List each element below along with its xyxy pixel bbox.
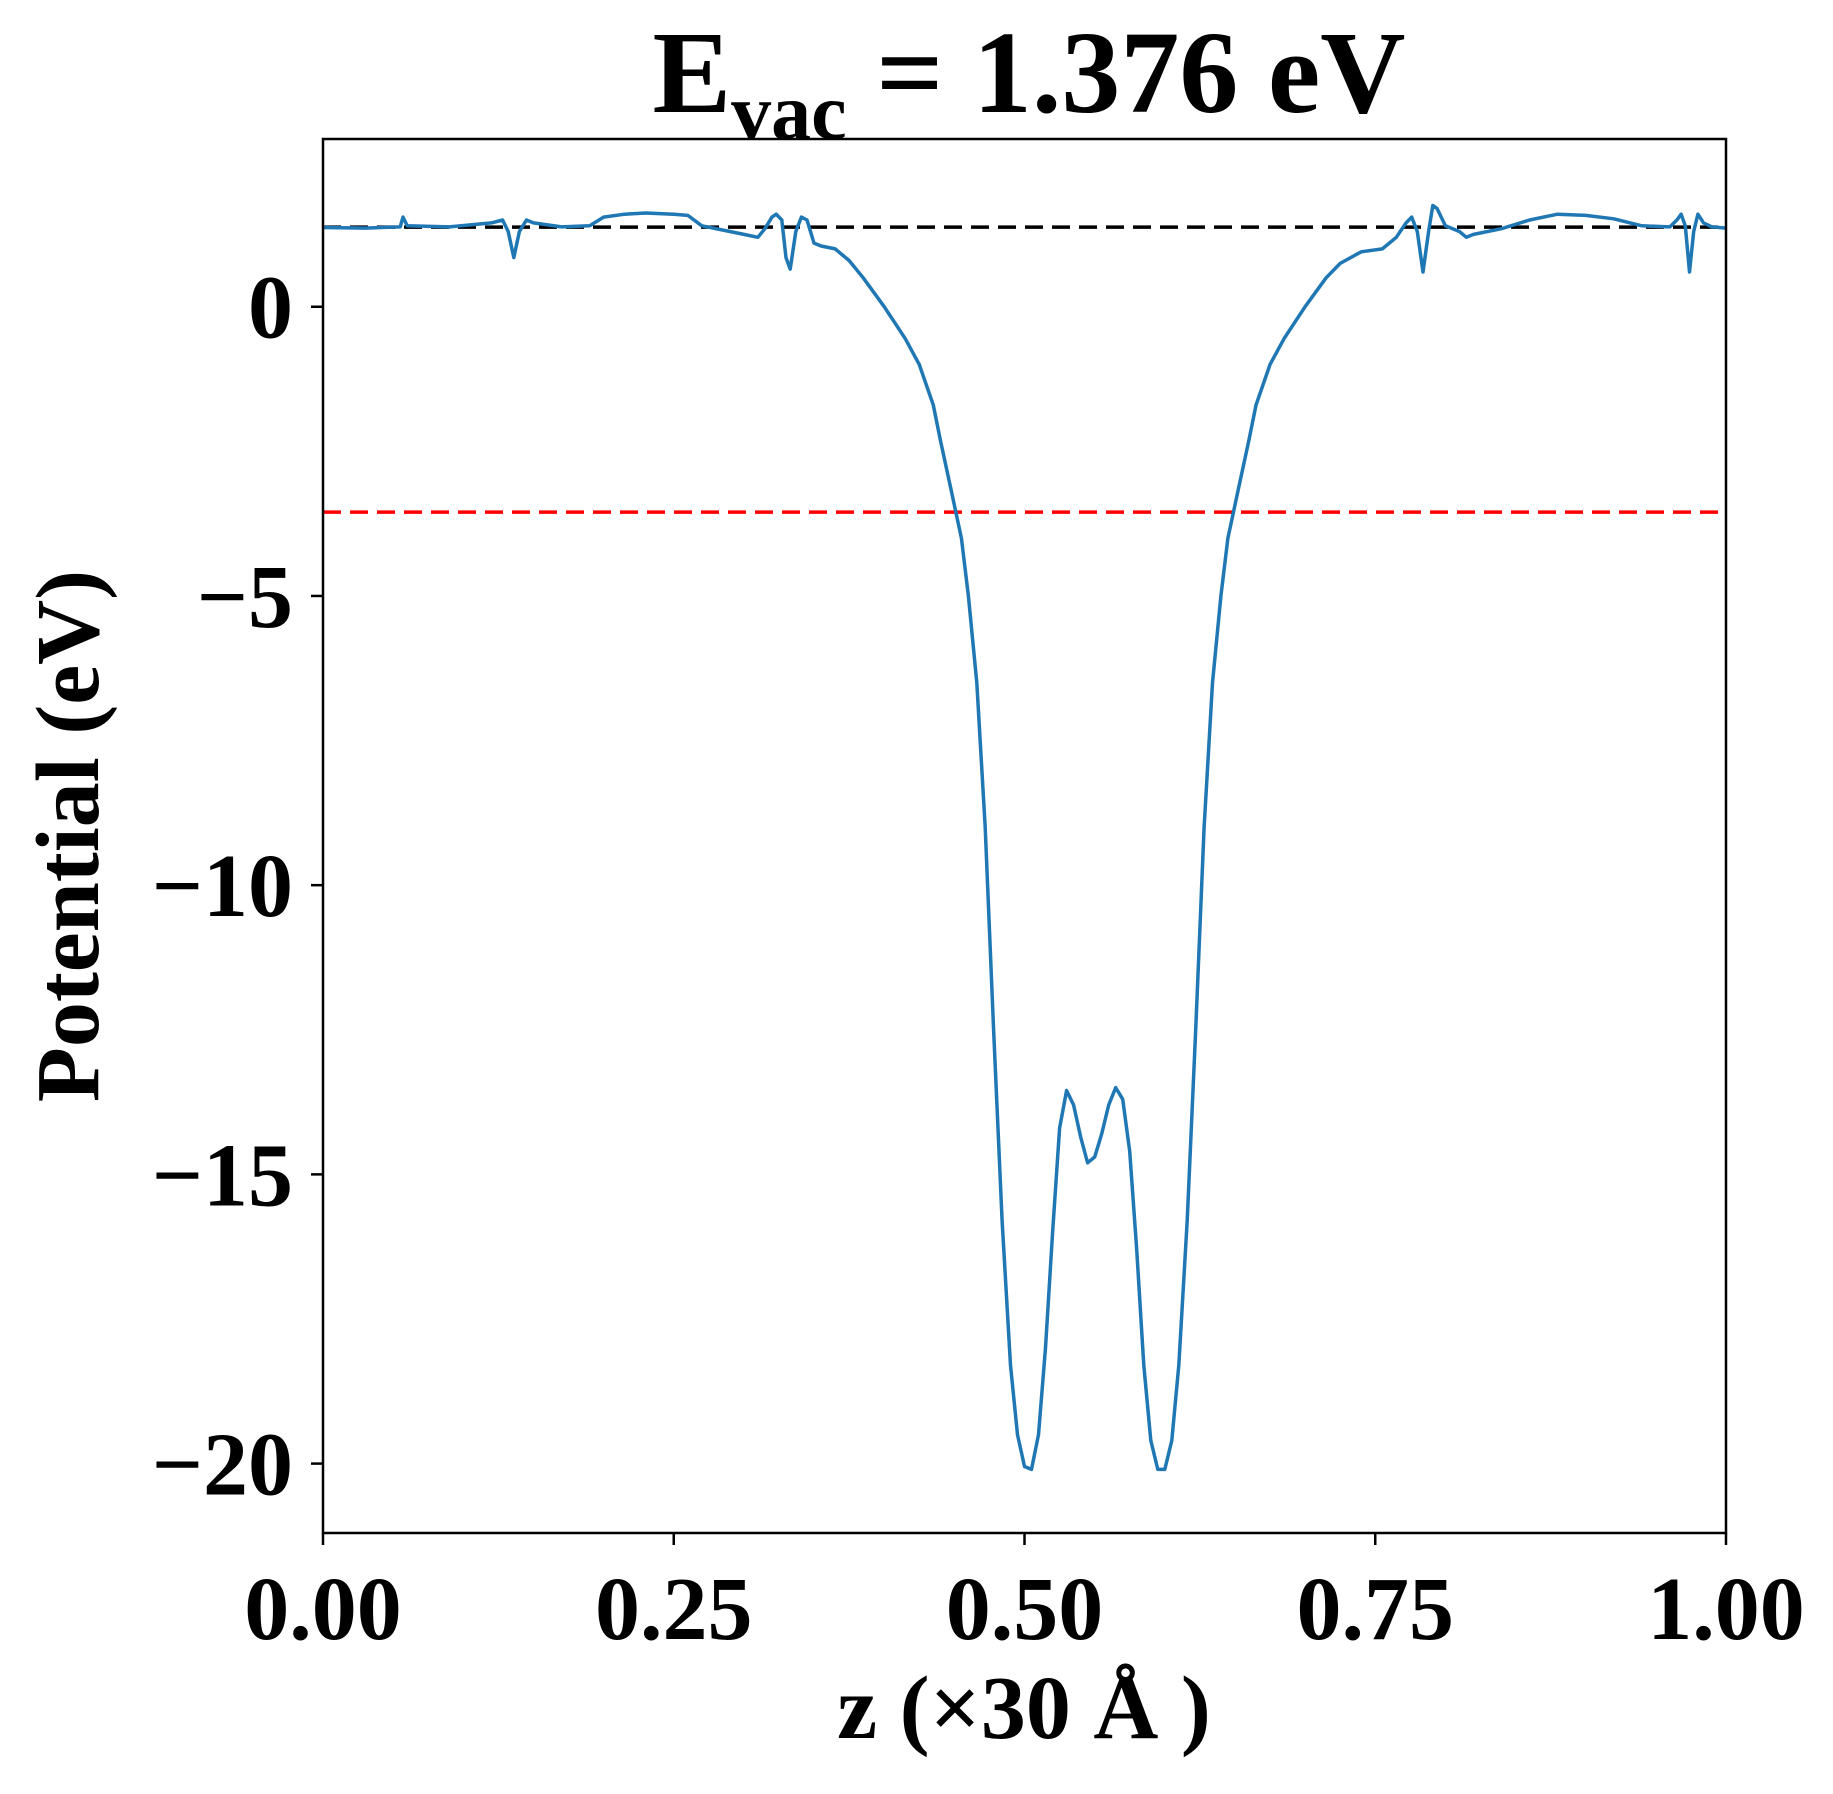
- x-axis-ticks: 0.00 0.25 0.50 0.75 1.00: [244, 1533, 1805, 1659]
- chart-title: Evac = 1.376 eV: [652, 7, 1405, 157]
- x-tick-label: 0.50: [946, 1560, 1104, 1659]
- y-tick-label: 0: [248, 259, 293, 358]
- series-layer: [322, 203, 1727, 1472]
- x-tick-label: 1.00: [1647, 1560, 1805, 1659]
- x-tick-label: 0.25: [595, 1560, 753, 1659]
- chart-title-rest: = 1.376 eV: [847, 7, 1406, 138]
- y-tick-label: −5: [197, 548, 293, 647]
- y-tick-label: −20: [152, 1416, 293, 1515]
- y-tick-label: −10: [152, 837, 293, 936]
- series-line-0: [322, 203, 1727, 1472]
- y-axis-label: Potential (eV): [19, 570, 118, 1102]
- y-axis-ticks: 0 −5 −10 −15 −20: [152, 259, 323, 1515]
- reference-lines: [323, 225, 1726, 514]
- x-axis-label: z (×30 Å ): [837, 1659, 1211, 1758]
- x-tick-label: 0.00: [244, 1560, 402, 1659]
- chart-title-subscript: vac: [731, 69, 847, 157]
- y-tick-label: −15: [152, 1126, 293, 1225]
- chart-title-main: E: [652, 7, 731, 138]
- plot-frame: [321, 137, 1728, 1535]
- x-tick-label: 0.75: [1297, 1560, 1455, 1659]
